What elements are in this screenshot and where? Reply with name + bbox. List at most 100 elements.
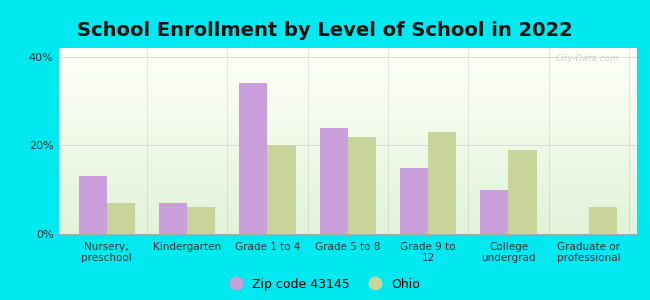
Bar — [58, 89, 637, 91]
Bar — [58, 50, 637, 52]
Bar — [58, 188, 637, 189]
Legend: Zip code 43145, Ohio: Zip code 43145, Ohio — [230, 278, 420, 291]
Bar — [58, 180, 637, 182]
Bar — [58, 48, 637, 50]
Bar — [58, 171, 637, 172]
Bar — [58, 195, 637, 197]
Bar — [58, 232, 637, 234]
Bar — [58, 94, 637, 96]
Bar — [58, 78, 637, 80]
Bar — [58, 161, 637, 163]
Bar — [58, 100, 637, 102]
Bar — [58, 104, 637, 106]
Bar — [107, 203, 135, 234]
Bar — [58, 74, 637, 76]
Bar — [58, 122, 637, 124]
Bar — [58, 172, 637, 175]
Bar — [58, 191, 637, 193]
Bar — [589, 207, 617, 234]
Bar — [58, 63, 637, 65]
Bar — [58, 215, 637, 217]
Bar — [187, 207, 215, 234]
Bar — [58, 167, 637, 169]
Bar — [58, 160, 637, 161]
Bar — [58, 121, 637, 122]
Bar — [58, 106, 637, 107]
Bar — [58, 225, 637, 226]
Bar — [58, 130, 637, 132]
Bar — [58, 156, 637, 158]
Bar — [58, 202, 637, 204]
Bar — [58, 147, 637, 148]
Bar — [58, 163, 637, 165]
Bar — [58, 85, 637, 87]
Bar — [58, 145, 637, 147]
Bar — [58, 57, 637, 59]
Bar — [58, 139, 637, 141]
Bar — [58, 124, 637, 126]
Bar — [58, 87, 637, 89]
Bar — [58, 186, 637, 188]
Bar — [58, 184, 637, 186]
Bar — [58, 214, 637, 215]
Bar — [480, 190, 508, 234]
Bar — [58, 178, 637, 180]
Bar — [320, 128, 348, 234]
Bar — [58, 176, 637, 178]
Bar — [267, 146, 296, 234]
Bar — [58, 111, 637, 113]
Bar — [58, 189, 637, 191]
Bar — [58, 132, 637, 134]
Text: School Enrollment by Level of School in 2022: School Enrollment by Level of School in … — [77, 21, 573, 40]
Bar — [58, 91, 637, 93]
Bar — [58, 68, 637, 70]
Bar — [58, 126, 637, 128]
Bar — [58, 93, 637, 94]
Bar — [58, 226, 637, 228]
Bar — [79, 176, 107, 234]
Bar — [58, 165, 637, 167]
Bar — [58, 182, 637, 184]
Bar — [58, 83, 637, 85]
Bar — [58, 56, 637, 57]
Bar — [58, 54, 637, 56]
Bar — [58, 96, 637, 98]
Bar — [348, 136, 376, 234]
Bar — [58, 113, 637, 115]
Bar — [58, 59, 637, 61]
Bar — [58, 72, 637, 74]
Bar — [428, 132, 456, 234]
Bar — [58, 206, 637, 208]
Bar — [58, 102, 637, 104]
Bar — [58, 141, 637, 143]
Bar — [58, 200, 637, 202]
Bar — [58, 115, 637, 117]
Bar — [58, 128, 637, 130]
Bar — [58, 134, 637, 135]
Bar — [58, 119, 637, 121]
Bar — [58, 228, 637, 230]
Bar — [58, 98, 637, 100]
Bar — [58, 70, 637, 72]
Bar — [58, 221, 637, 223]
Bar — [58, 80, 637, 82]
Bar — [58, 199, 637, 200]
Bar — [58, 117, 637, 119]
Bar — [400, 168, 428, 234]
Bar — [58, 193, 637, 195]
Bar — [58, 76, 637, 78]
Bar — [58, 212, 637, 214]
Bar — [58, 175, 637, 176]
Bar — [58, 223, 637, 225]
Bar — [58, 210, 637, 212]
Bar — [239, 83, 267, 234]
Bar — [159, 203, 187, 234]
Bar — [58, 217, 637, 219]
Bar — [58, 135, 637, 137]
Bar — [58, 107, 637, 110]
Bar — [58, 152, 637, 154]
Bar — [508, 150, 536, 234]
Bar — [58, 230, 637, 232]
Bar — [58, 197, 637, 199]
Bar — [58, 143, 637, 145]
